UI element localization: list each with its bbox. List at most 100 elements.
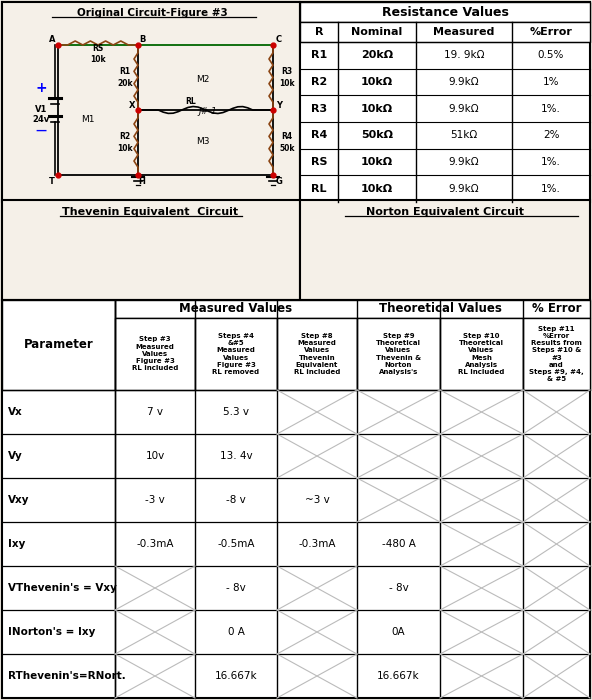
Text: B: B [139, 36, 145, 45]
Bar [300, 22, 590, 42]
Text: A: A [49, 36, 55, 45]
Bar [300, 2, 590, 22]
Text: 7 v: 7 v [147, 407, 163, 417]
Text: Step #11
%Error
Results from
Steps #10 &
#3
and
Steps #9, #4,
& #5: Step #11 %Error Results from Steps #10 &… [529, 326, 584, 382]
Text: R2
10k: R2 10k [117, 132, 133, 153]
Text: G: G [275, 176, 282, 186]
Text: 0.5%: 0.5% [538, 50, 564, 60]
Text: 1%.: 1%. [541, 157, 561, 167]
Text: +: + [35, 81, 47, 95]
Text: ~3 v: ~3 v [305, 495, 329, 505]
Text: - 8v: - 8v [226, 583, 246, 593]
Text: RThevenin's=RNort.: RThevenin's=RNort. [8, 671, 126, 681]
Text: %Error: %Error [530, 27, 572, 37]
Text: H: H [139, 176, 146, 186]
Text: M2: M2 [197, 76, 210, 85]
Text: 2%: 2% [543, 130, 559, 140]
Text: R4: R4 [311, 130, 327, 140]
Bar [300, 2, 590, 202]
Text: Y: Y [276, 101, 282, 109]
Text: 9.9kΩ: 9.9kΩ [449, 157, 480, 167]
Text: V1: V1 [35, 106, 47, 115]
Text: Step #8
Measured
Values
Thevenin
Equivalent
RL included: Step #8 Measured Values Thevenin Equival… [294, 333, 340, 375]
Text: J# 1: J# 1 [199, 108, 217, 116]
Text: RS: RS [311, 157, 327, 167]
Text: R2: R2 [311, 77, 327, 87]
Text: Step #10
Theoretical
Values
Mesh
Analysis
RL Included: Step #10 Theoretical Values Mesh Analysi… [458, 333, 505, 375]
Text: 13. 4v: 13. 4v [220, 451, 252, 461]
Bar [440, 318, 523, 390]
Text: Parameter: Parameter [24, 339, 94, 351]
Text: 10kΩ: 10kΩ [361, 77, 393, 87]
Text: Steps #4
&#5
Measured
Values
Figure #3
RL removed: Steps #4 &#5 Measured Values Figure #3 R… [213, 333, 259, 375]
Text: Vx: Vx [8, 407, 22, 417]
Text: M3: M3 [197, 137, 210, 146]
Text: Step #3
Measured
Values
Figure #3
RL included: Step #3 Measured Values Figure #3 RL inc… [132, 337, 178, 372]
Text: INorton's = Ixy: INorton's = Ixy [8, 627, 95, 637]
Text: R1: R1 [311, 50, 327, 60]
Text: R3: R3 [311, 104, 327, 113]
Bar [2, 300, 590, 318]
Text: -3 v: -3 v [145, 495, 165, 505]
Text: RL: RL [311, 183, 327, 194]
Text: - 8v: - 8v [388, 583, 408, 593]
Text: 9.9kΩ: 9.9kΩ [449, 77, 480, 87]
Text: -480 A: -480 A [382, 539, 416, 549]
Text: 10kΩ: 10kΩ [361, 104, 393, 113]
Bar [300, 200, 590, 300]
Text: -0.3mA: -0.3mA [298, 539, 336, 549]
Text: T: T [49, 176, 55, 186]
Bar [2, 2, 300, 202]
Text: R: R [315, 27, 323, 37]
Text: 9.9kΩ: 9.9kΩ [449, 183, 480, 194]
Text: Measured Values: Measured Values [179, 302, 292, 316]
Text: % Error: % Error [532, 302, 581, 316]
Bar [523, 318, 590, 390]
Text: Norton Equivalent Circuit: Norton Equivalent Circuit [366, 207, 524, 217]
Bar [357, 318, 440, 390]
Text: RS
10k: RS 10k [90, 44, 106, 64]
Text: -0.5mA: -0.5mA [217, 539, 255, 549]
Text: 0A: 0A [392, 627, 406, 637]
Text: Measured: Measured [433, 27, 495, 37]
Text: -8 v: -8 v [226, 495, 246, 505]
Text: 5.3 v: 5.3 v [223, 407, 249, 417]
Text: Original Circuit-Figure #3: Original Circuit-Figure #3 [76, 8, 227, 18]
Text: RL: RL [185, 97, 196, 106]
Text: 19. 9kΩ: 19. 9kΩ [444, 50, 484, 60]
Text: 20kΩ: 20kΩ [361, 50, 393, 60]
Text: Ixy: Ixy [8, 539, 25, 549]
Bar [195, 318, 277, 390]
Text: VThevenin's = Vxy: VThevenin's = Vxy [8, 583, 117, 593]
Text: 50kΩ: 50kΩ [361, 130, 393, 140]
Text: Nominal: Nominal [352, 27, 403, 37]
Text: 51kΩ: 51kΩ [451, 130, 478, 140]
Text: 16.667k: 16.667k [215, 671, 258, 681]
Text: 0 A: 0 A [227, 627, 244, 637]
Text: 10kΩ: 10kΩ [361, 183, 393, 194]
Text: R3
10k: R3 10k [279, 67, 295, 88]
Text: 16.667k: 16.667k [377, 671, 420, 681]
Text: 10kΩ: 10kΩ [361, 157, 393, 167]
Text: Thevenin Equivalent  Circuit: Thevenin Equivalent Circuit [62, 207, 238, 217]
Text: Resistance Values: Resistance Values [382, 6, 509, 18]
Text: 9.9kΩ: 9.9kΩ [449, 104, 480, 113]
Text: 1%.: 1%. [541, 104, 561, 113]
Text: 10v: 10v [146, 451, 165, 461]
Text: M1: M1 [81, 116, 95, 125]
Text: C: C [276, 36, 282, 45]
Bar [2, 300, 590, 698]
Text: —: — [36, 126, 47, 136]
Text: R1
20k: R1 20k [117, 67, 133, 88]
Text: 24v: 24v [33, 116, 50, 125]
Text: Theoretical Values: Theoretical Values [378, 302, 501, 316]
Bar [2, 200, 300, 300]
Text: R4
50k: R4 50k [279, 132, 295, 153]
Text: 1%.: 1%. [541, 183, 561, 194]
Text: Vxy: Vxy [8, 495, 30, 505]
Bar [277, 318, 357, 390]
Text: Step #9
Theoretical
Values
Thevenin &
Norton
Analysis's: Step #9 Theoretical Values Thevenin & No… [376, 333, 421, 375]
Text: -0.3mA: -0.3mA [136, 539, 173, 549]
Bar [2, 300, 115, 390]
Text: Vy: Vy [8, 451, 22, 461]
